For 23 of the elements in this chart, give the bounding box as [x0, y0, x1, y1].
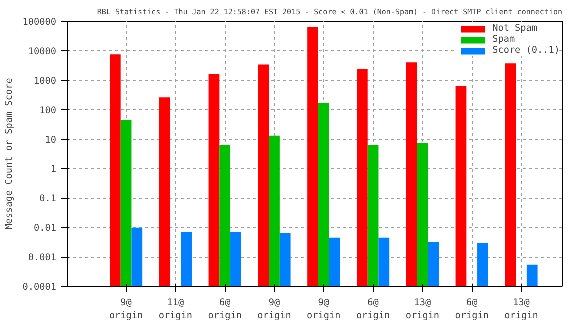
x-tick-label: 13@ origin: [406, 298, 440, 322]
y-tick-label: 0.01: [34, 223, 57, 234]
y-tick-label: 1: [50, 164, 57, 176]
y-tick-label: 0.001: [28, 252, 57, 264]
x-tick-label: 9@ origin: [109, 298, 144, 322]
y-tick-label: 0.0001: [22, 282, 57, 293]
x-tick-label: 9@ origin: [258, 298, 292, 322]
y-tick-label: 1000: [34, 76, 57, 87]
x-tick-label: 6@ origin: [356, 298, 390, 322]
y-axis-title: Message Count or Spam Score: [4, 78, 15, 230]
x-tick-label: 11@ origin: [158, 298, 193, 322]
x-tick-label: 6@ origin: [208, 298, 242, 322]
y-tick-label: 100: [40, 105, 57, 116]
legend-label: Score (0..1): [492, 45, 560, 56]
x-tick-label: 9@ origin: [307, 298, 341, 322]
y-tick-label: 10: [45, 134, 57, 146]
x-tick-label: 6@ origin: [455, 298, 489, 322]
y-tick-label: 100000: [22, 17, 57, 28]
legend-label: Spam: [492, 34, 516, 45]
y-tick-label: 0.1: [40, 194, 57, 205]
y-tick-label: 10000: [28, 46, 57, 58]
x-tick-label: 13@ origin: [504, 298, 538, 322]
legend-label: Not Spam: [492, 23, 538, 34]
